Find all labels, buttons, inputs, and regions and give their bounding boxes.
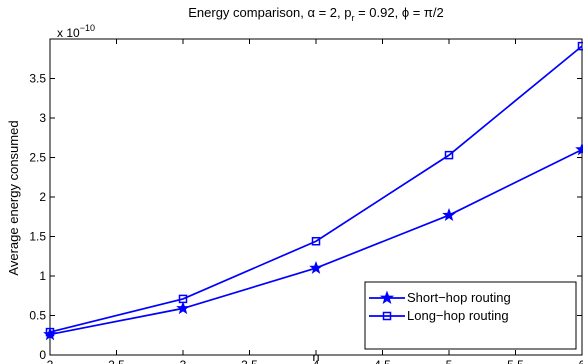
data-point-star xyxy=(442,208,456,221)
y-tick-label: 0 xyxy=(39,348,46,362)
data-point-square xyxy=(311,236,321,246)
data-point-star xyxy=(176,301,190,315)
x-tick-label: 5 xyxy=(446,358,453,364)
x-tick-label: 4.5 xyxy=(374,358,391,364)
y-tick-label: 3.5 xyxy=(29,72,46,86)
y-tick-label: 2.5 xyxy=(29,151,46,165)
y-tick-label: 2 xyxy=(39,190,46,204)
legend-label-short-hop: Short−hop routing xyxy=(407,290,511,305)
legend: Short−hop routing Long−hop routing xyxy=(364,281,577,350)
series-lines xyxy=(43,41,583,341)
legend-marker-star xyxy=(379,290,395,305)
data-point-square xyxy=(444,150,454,160)
data-point-star xyxy=(309,260,323,274)
y-tick-label: 1 xyxy=(39,269,46,283)
data-point-star xyxy=(43,327,57,341)
axis-ticks: 2 2.5 3 3.5 4 4.5 5 5.5 6 0 0.5 1 1.5 2 2.5 3 3.5 xyxy=(29,39,583,364)
x-tick-label: 3.5 xyxy=(241,358,258,364)
title-subscript-r: r xyxy=(351,13,354,23)
y-exponent-label: x 10−10 xyxy=(57,23,95,40)
x-tick-label: 3 xyxy=(180,358,187,364)
x-tick-label: 4 xyxy=(313,358,320,364)
x-tick-label: 2.5 xyxy=(108,358,125,364)
y-axis-label: Average energy consumed xyxy=(6,120,21,275)
x-tick-label: 2 xyxy=(47,358,54,364)
chart-title: Energy comparison, α = 2, pr = 0.92, ϕ =… xyxy=(188,5,444,23)
legend-label-long-hop: Long−hop routing xyxy=(407,308,509,323)
x-axis-label: n xyxy=(312,349,319,364)
x-tick-label: 6 xyxy=(579,358,583,364)
y-exponent-power: −10 xyxy=(80,23,95,33)
data-point-square xyxy=(577,41,583,51)
x-tick-label: 5.5 xyxy=(507,358,524,364)
series-line-long-hop xyxy=(49,45,583,333)
data-point-square xyxy=(45,327,55,337)
legend-marker-square xyxy=(382,311,392,321)
data-point-star xyxy=(575,142,583,156)
y-tick-label: 0.5 xyxy=(29,309,46,323)
y-tick-label: 1.5 xyxy=(29,230,46,244)
data-point-square xyxy=(178,294,188,304)
y-tick-label: 3 xyxy=(39,111,46,125)
